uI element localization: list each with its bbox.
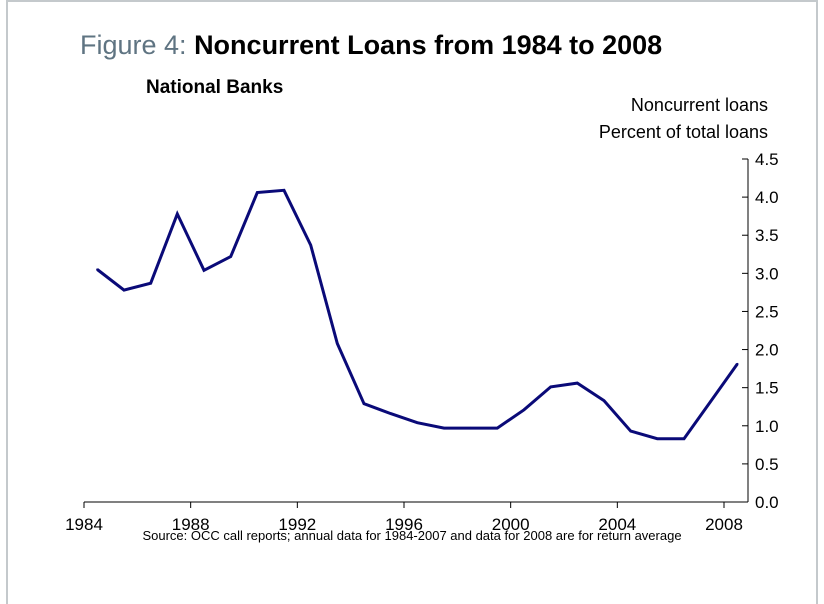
data-point — [709, 400, 712, 403]
x-tick-label: 2000 — [492, 515, 530, 534]
data-point — [309, 243, 312, 247]
chart-marks — [96, 188, 739, 441]
y-axis-label: Noncurrent loans Percent of total loans — [468, 92, 768, 146]
figure-number: Figure 4: — [80, 30, 195, 60]
data-point — [256, 191, 259, 194]
data-point — [576, 381, 579, 385]
x-tick-label: 2004 — [598, 515, 636, 534]
chart-axes: 0.0 0.5 1.0 1.5 2.0 2.5 3.0 3.5 4.0 4.5 1984 1988 19… — [65, 150, 779, 534]
data-point — [389, 412, 392, 415]
y-tick-label: 1.5 — [755, 379, 779, 398]
figure-frame — [6, 0, 818, 604]
series-line — [96, 188, 739, 441]
source-note: Source: OCC call reports; annual data fo… — [142, 528, 682, 543]
data-point — [336, 342, 339, 345]
data-point — [202, 269, 206, 272]
data-point — [682, 437, 686, 440]
data-point — [229, 255, 232, 258]
y-tick-label: 2.0 — [755, 341, 779, 360]
y-tick-label: 3.0 — [755, 264, 779, 283]
y-axis-label-line1: Noncurrent loans — [630, 95, 768, 115]
y-tick-label: 4.0 — [755, 188, 779, 207]
data-point — [149, 282, 152, 285]
x-tick-label: 1984 — [65, 515, 103, 534]
x-tick-label: 2008 — [705, 515, 743, 534]
data-point — [602, 399, 606, 402]
y-tick-label: 1.0 — [755, 417, 779, 436]
data-point — [442, 426, 446, 430]
y-tick-label: 0.5 — [755, 455, 779, 474]
data-point — [469, 426, 472, 430]
y-tick-label: 4.5 — [755, 150, 779, 169]
data-point — [362, 402, 366, 405]
data-point — [496, 426, 499, 430]
x-tick-label: 1992 — [278, 515, 316, 534]
data-point — [96, 268, 99, 271]
data-point — [549, 385, 552, 389]
data-point — [629, 429, 632, 433]
x-tick-label: 1996 — [385, 515, 423, 534]
data-point — [282, 189, 286, 192]
y-axis-label-line2: Percent of total loans — [598, 122, 768, 142]
x-tick-label: 1988 — [172, 515, 210, 534]
y-tick-label: 3.5 — [755, 226, 779, 245]
figure-title: Figure 4: Noncurrent Loans from 1984 to … — [80, 30, 662, 61]
data-point — [656, 437, 659, 440]
data-point — [736, 362, 739, 366]
data-point — [122, 288, 126, 292]
data-point — [522, 408, 526, 411]
y-tick-label: 2.5 — [755, 302, 779, 321]
chart-subtitle: National Banks — [146, 77, 284, 98]
data-point — [176, 212, 179, 216]
chart-title: Noncurrent Loans from 1984 to 2008 — [194, 30, 663, 60]
y-tick-label: 0.0 — [755, 493, 779, 512]
data-point — [416, 421, 419, 424]
